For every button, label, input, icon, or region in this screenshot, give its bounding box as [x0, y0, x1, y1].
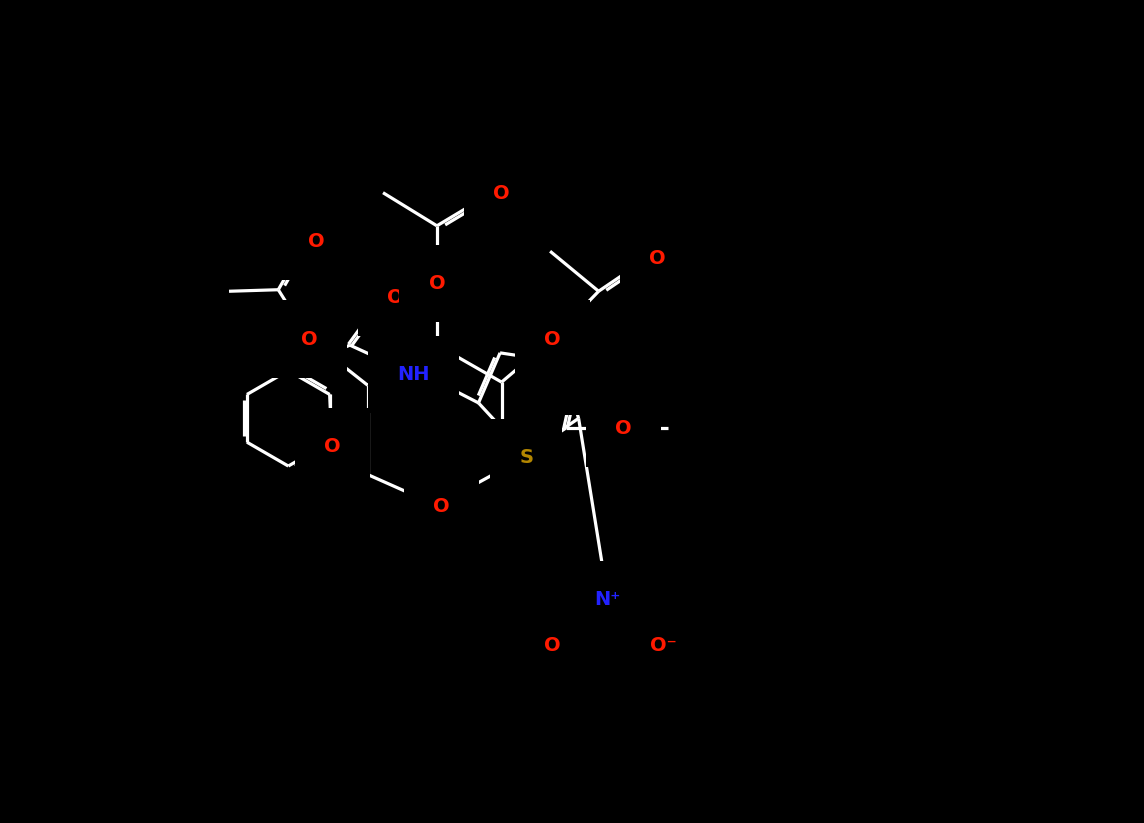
Text: O⁻: O⁻	[650, 636, 676, 655]
Text: N: N	[555, 351, 571, 370]
Text: O: O	[545, 329, 561, 348]
Text: O: O	[434, 497, 450, 516]
Text: O: O	[545, 636, 561, 655]
Text: O: O	[301, 329, 317, 348]
Text: O: O	[309, 232, 325, 251]
Text: O: O	[649, 249, 666, 268]
Text: O: O	[429, 274, 445, 293]
Text: O: O	[580, 366, 596, 385]
Text: O: O	[387, 288, 404, 307]
Text: O: O	[493, 184, 510, 203]
Text: N⁺: N⁺	[595, 590, 621, 609]
Text: S: S	[519, 448, 533, 467]
Text: O: O	[615, 419, 631, 438]
Text: NH: NH	[398, 365, 430, 384]
Text: O: O	[324, 437, 341, 456]
